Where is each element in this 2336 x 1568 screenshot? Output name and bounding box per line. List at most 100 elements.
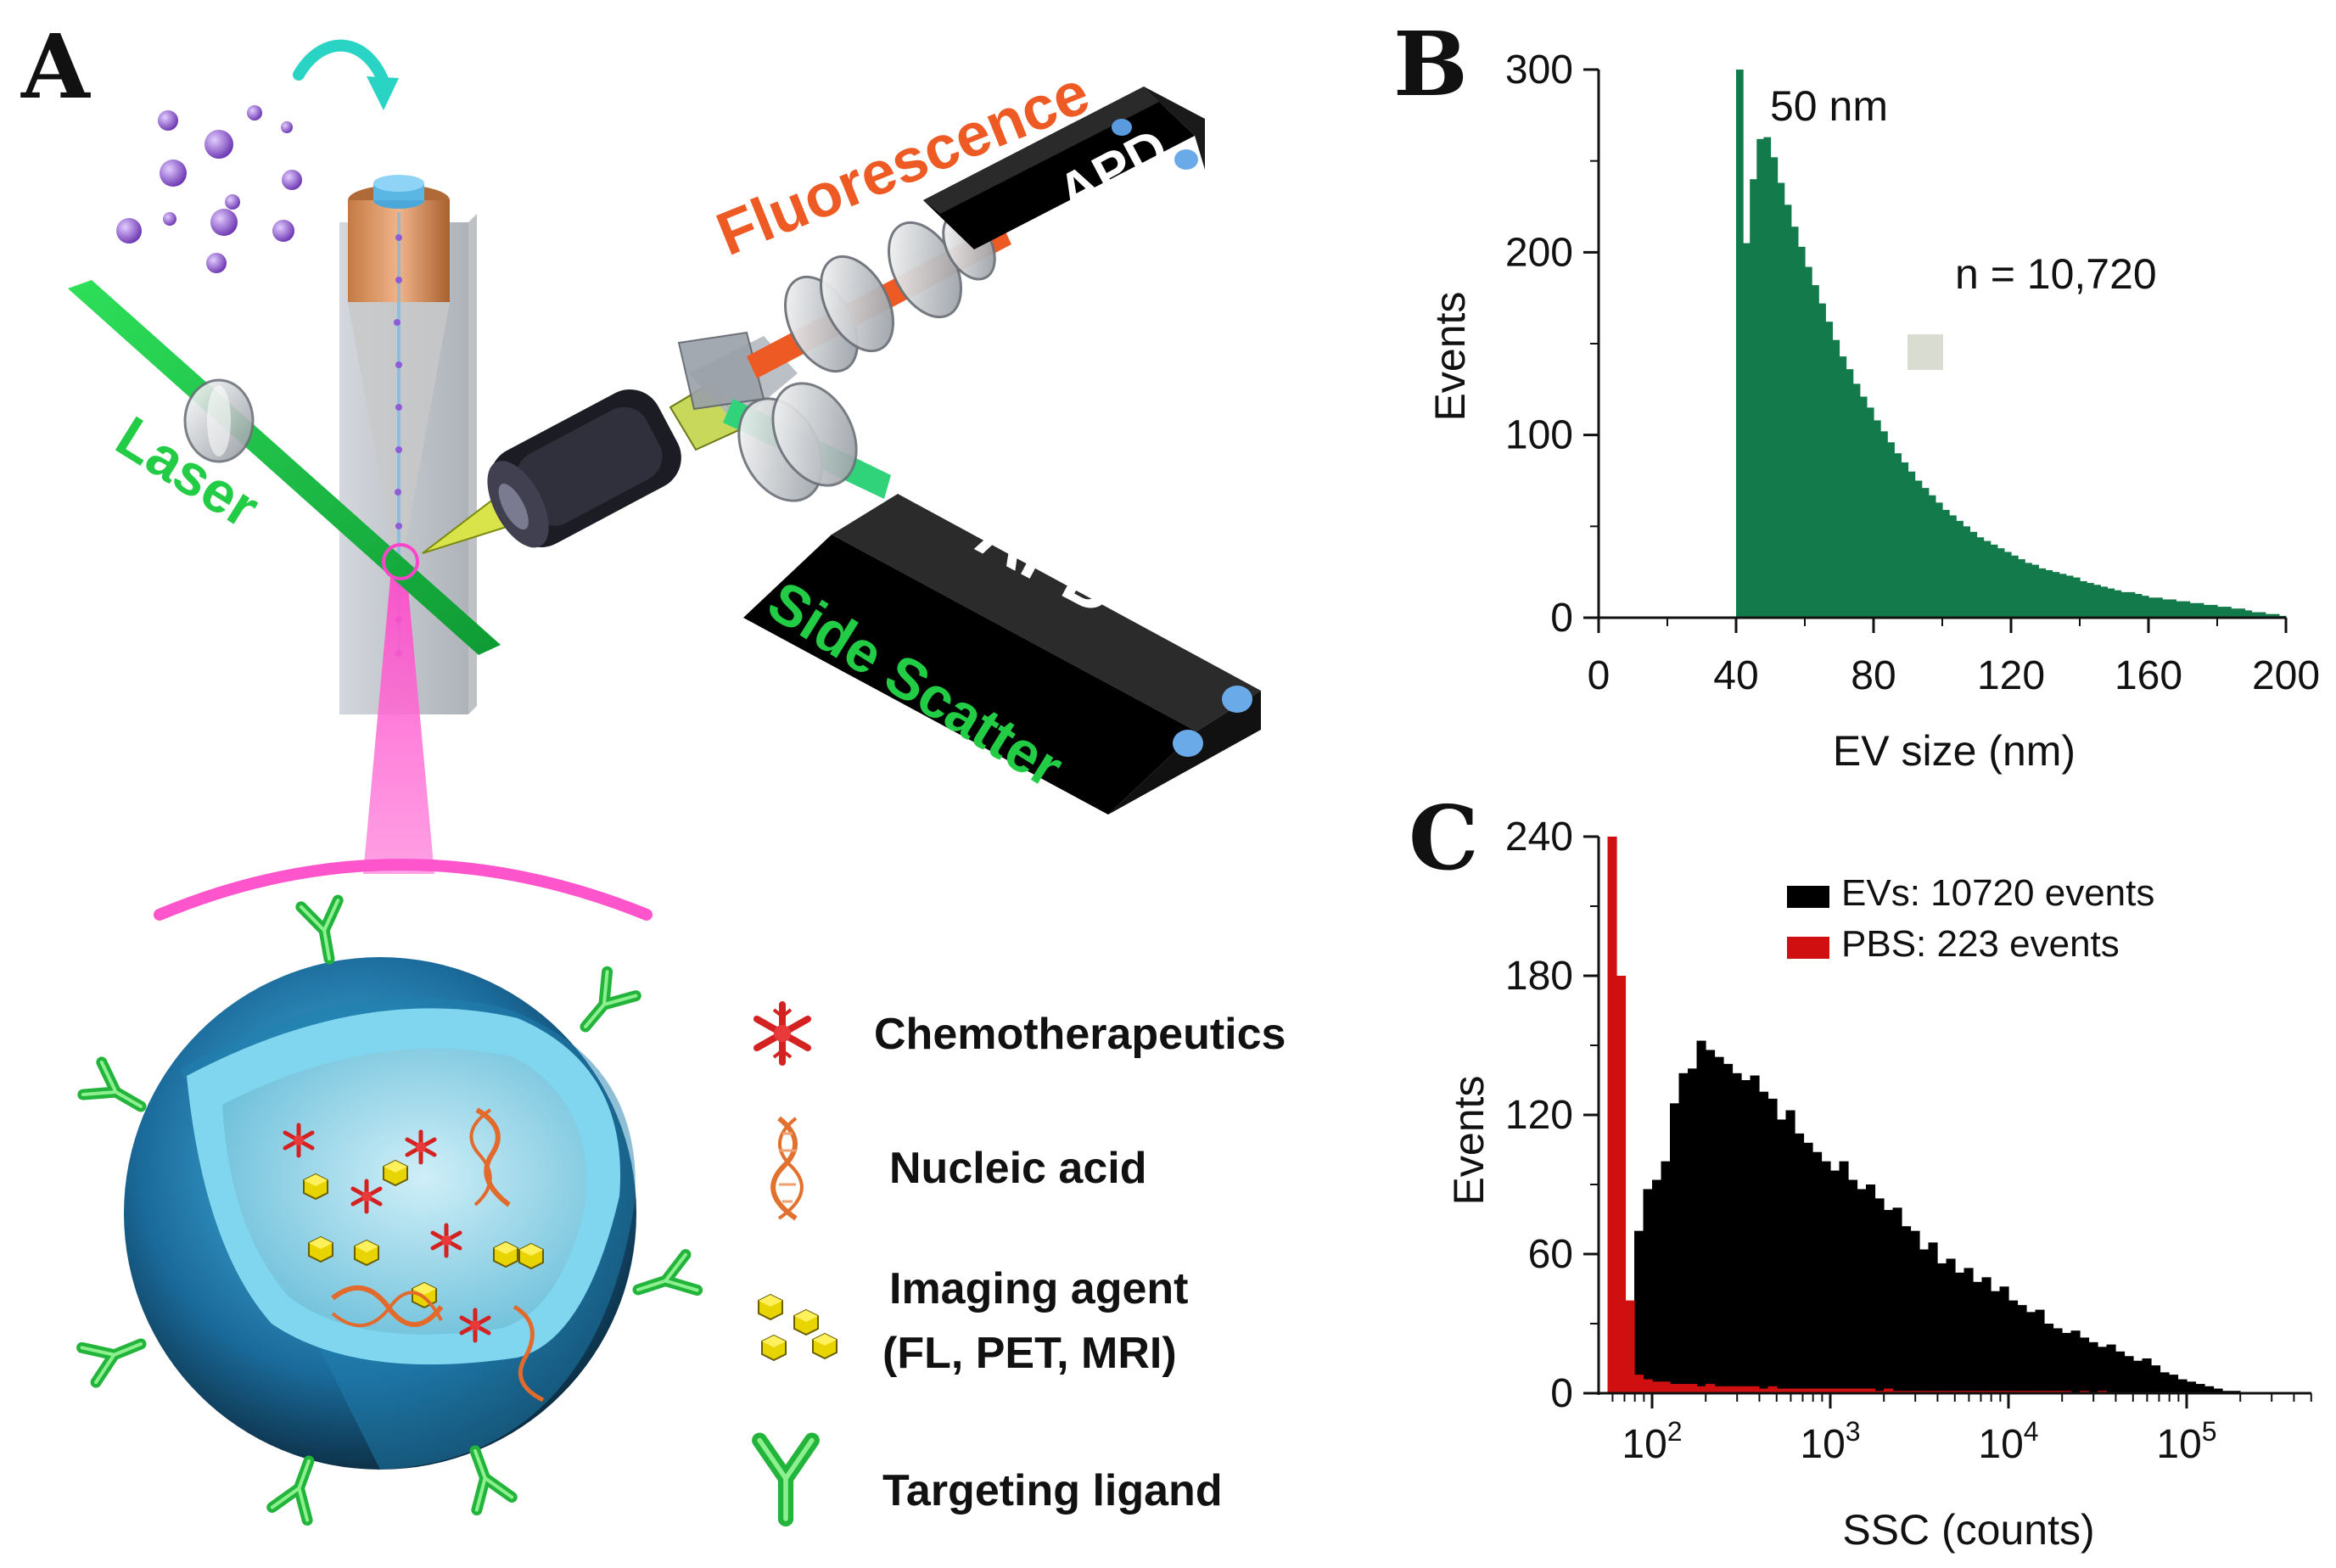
- bar-c-evs: [2187, 1381, 2197, 1393]
- bar-c-evs: [1937, 1263, 1947, 1393]
- bar-b: [2217, 607, 2225, 618]
- bar-c-evs: [1999, 1286, 2009, 1393]
- bar-c-evs: [1928, 1242, 1938, 1393]
- bar-c-evs: [1767, 1098, 1778, 1393]
- panel-letter-a: A: [20, 14, 91, 119]
- bar-b: [1907, 471, 1916, 618]
- bar-b: [2196, 602, 2204, 618]
- bar-c-evs: [1857, 1189, 1867, 1393]
- legend-imaging-agent: Imaging agent: [889, 1264, 1188, 1313]
- bar-b: [2120, 591, 2129, 618]
- xlabel-c: SSC (counts): [1842, 1506, 2094, 1554]
- y-tick-label-b: 100: [1505, 413, 1573, 458]
- bar-c-evs: [2124, 1356, 2134, 1393]
- bar-c-pbs: [1884, 1388, 1894, 1393]
- bar-c-pbs: [1732, 1386, 1742, 1393]
- bar-b: [2210, 604, 2218, 618]
- bar-c-pbs: [1616, 976, 1627, 1393]
- fluorescence-path: [747, 211, 1011, 378]
- bar-c-evs: [1902, 1226, 1912, 1393]
- bar-b: [1750, 179, 1757, 618]
- objective-lens: [487, 389, 681, 548]
- bar-b: [1784, 204, 1792, 618]
- bar-b: [1770, 157, 1779, 619]
- y-tick-label-c: 60: [1528, 1232, 1573, 1277]
- bar-c-evs: [1688, 1068, 1698, 1393]
- bar-c-evs: [1714, 1056, 1724, 1393]
- bar-c-pbs: [1866, 1388, 1876, 1393]
- bar-c-pbs: [1634, 1375, 1644, 1393]
- snowflake-icon: [753, 1001, 811, 1066]
- bar-b: [1812, 285, 1819, 618]
- bar-c-evs: [2017, 1305, 2027, 1393]
- bar-b: [2127, 591, 2136, 618]
- bar-b: [2265, 613, 2273, 618]
- bar-c-pbs: [1812, 1388, 1823, 1393]
- legend-swatch-evs: [1787, 886, 1829, 908]
- bar-c-evs: [2098, 1347, 2108, 1393]
- bar-c-evs: [1759, 1091, 1769, 1393]
- bar-c-evs: [1981, 1277, 1991, 1393]
- bar-b: [2251, 612, 2260, 618]
- bar-c-evs: [2088, 1341, 2098, 1393]
- bar-c-evs: [2026, 1312, 2036, 1393]
- bar-c-evs: [1732, 1072, 1742, 1393]
- bar-c-evs: [1955, 1272, 1965, 1393]
- bar-c-pbs: [1767, 1386, 1778, 1393]
- apd-detector-bottom: APD: [743, 494, 1261, 815]
- bar-c-evs: [1634, 1230, 1644, 1393]
- bar-c-evs: [1821, 1161, 1831, 1393]
- bar-c-pbs: [1696, 1386, 1706, 1393]
- bar-b: [1921, 488, 1930, 618]
- ylabel-b: Events: [1426, 292, 1474, 422]
- bar-b: [2258, 612, 2266, 618]
- bar-c-evs: [1991, 1291, 2001, 1393]
- bar-c-evs: [2106, 1344, 2116, 1393]
- bar-c-evs: [2169, 1375, 2179, 1393]
- x-tick-label-b: 40: [1713, 653, 1758, 698]
- bar-c-evs: [1652, 1179, 1662, 1393]
- bar-c-evs: [2142, 1358, 2152, 1393]
- y-ligand-icon: [759, 1441, 812, 1519]
- bar-c-pbs: [1652, 1381, 1662, 1393]
- y-tick-label-c: 120: [1505, 1093, 1573, 1138]
- bar-b: [1852, 384, 1861, 618]
- bar-c-pbs: [1785, 1388, 1795, 1393]
- bar-b: [1790, 227, 1799, 618]
- chart-b-size-histogram: B 0 40 80 120 160 200 0 100 200 300 Events EV siz…: [1393, 12, 2320, 775]
- bar-c-evs: [1830, 1170, 1840, 1393]
- bar-c-pbs: [1723, 1386, 1734, 1393]
- bar-c-evs: [1750, 1075, 1760, 1393]
- legend-c: EVs: 10720 events PBS: 223 events: [1787, 872, 2154, 965]
- bar-c-evs: [2213, 1388, 2223, 1393]
- x-tick-label-c: 103: [1800, 1416, 1860, 1467]
- bar-c-pbs: [1795, 1388, 1805, 1393]
- bar-b: [2244, 610, 2253, 618]
- bar-b: [2080, 580, 2087, 618]
- bar-b: [1866, 407, 1874, 618]
- y-tick-label-c: 240: [1505, 815, 1573, 860]
- bar-c-pbs: [1750, 1386, 1760, 1393]
- panel-letter-c: C: [1409, 798, 1479, 890]
- bar-b: [1963, 526, 1970, 618]
- bar-c-evs: [2160, 1372, 2170, 1393]
- bar-b: [1990, 544, 1998, 618]
- bar-b: [1874, 420, 1881, 618]
- bar-c-evs: [1670, 1103, 1680, 1393]
- bar-b: [1894, 453, 1902, 618]
- legend-swatch-pbs: [1787, 937, 1829, 959]
- bar-c-pbs: [1821, 1388, 1831, 1393]
- bar-b: [1976, 537, 1985, 618]
- bar-b: [1914, 480, 1923, 618]
- bar-c-pbs: [1625, 1300, 1635, 1393]
- bar-c-pbs: [1643, 1379, 1653, 1393]
- bar-c-pbs: [1741, 1386, 1751, 1393]
- bar-c-pbs: [1670, 1384, 1680, 1393]
- bar-b: [2011, 555, 2019, 618]
- collection-arc: [154, 859, 653, 921]
- collection-beam: [363, 560, 434, 874]
- bar-b: [1756, 138, 1764, 618]
- bar-c-pbs: [1777, 1388, 1787, 1393]
- bar-b: [1846, 369, 1854, 618]
- bar-c-evs: [1777, 1119, 1787, 1393]
